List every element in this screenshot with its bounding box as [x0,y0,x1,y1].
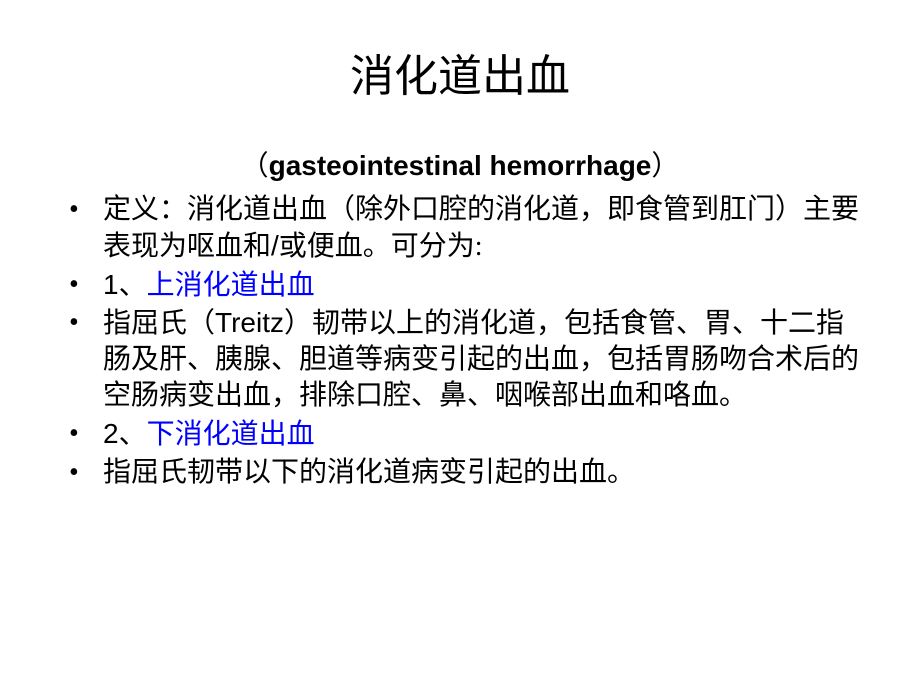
bullet-text-latin: Treitz [215,307,284,338]
bullet-list: 定义：消化道出血（除外口腔的消化道，即食管到肛门）主要表现为呕血和/或便血。可分… [55,192,865,491]
bullet-heading-blue: 上消化道出血 [147,270,315,301]
bullet-text-latin: / [271,230,279,261]
bullet-text-suffix: 或便血。可分为: [279,231,483,262]
subtitle-text: gasteointestinal hemorrhage [269,150,652,181]
bullet-item: 2、下消化道出血 [55,416,865,453]
bullet-text: 指屈氏韧带以下的消化道病变引起的出血。 [103,457,635,488]
bullet-item: 定义：消化道出血（除外口腔的消化道，即食管到肛门）主要表现为呕血和/或便血。可分… [55,192,865,265]
slide-subtitle: （gasteointestinal hemorrhage） [55,144,865,184]
subtitle-paren-right: ） [651,151,679,182]
bullet-item: 指屈氏（Treitz）韧带以上的消化道，包括食管、胃、十二指肠及肝、胰腺、胆道等… [55,305,865,413]
bullet-text-prefix: 指屈氏（ [103,308,215,339]
bullet-number: 2、 [103,418,147,449]
subtitle-paren-left: （ [241,151,269,182]
slide-title: 消化道出血 [55,40,865,104]
bullet-heading-blue: 下消化道出血 [147,419,315,450]
bullet-item: 1、上消化道出血 [55,267,865,304]
bullet-number: 1、 [103,269,147,300]
bullet-item: 指屈氏韧带以下的消化道病变引起的出血。 [55,455,865,491]
